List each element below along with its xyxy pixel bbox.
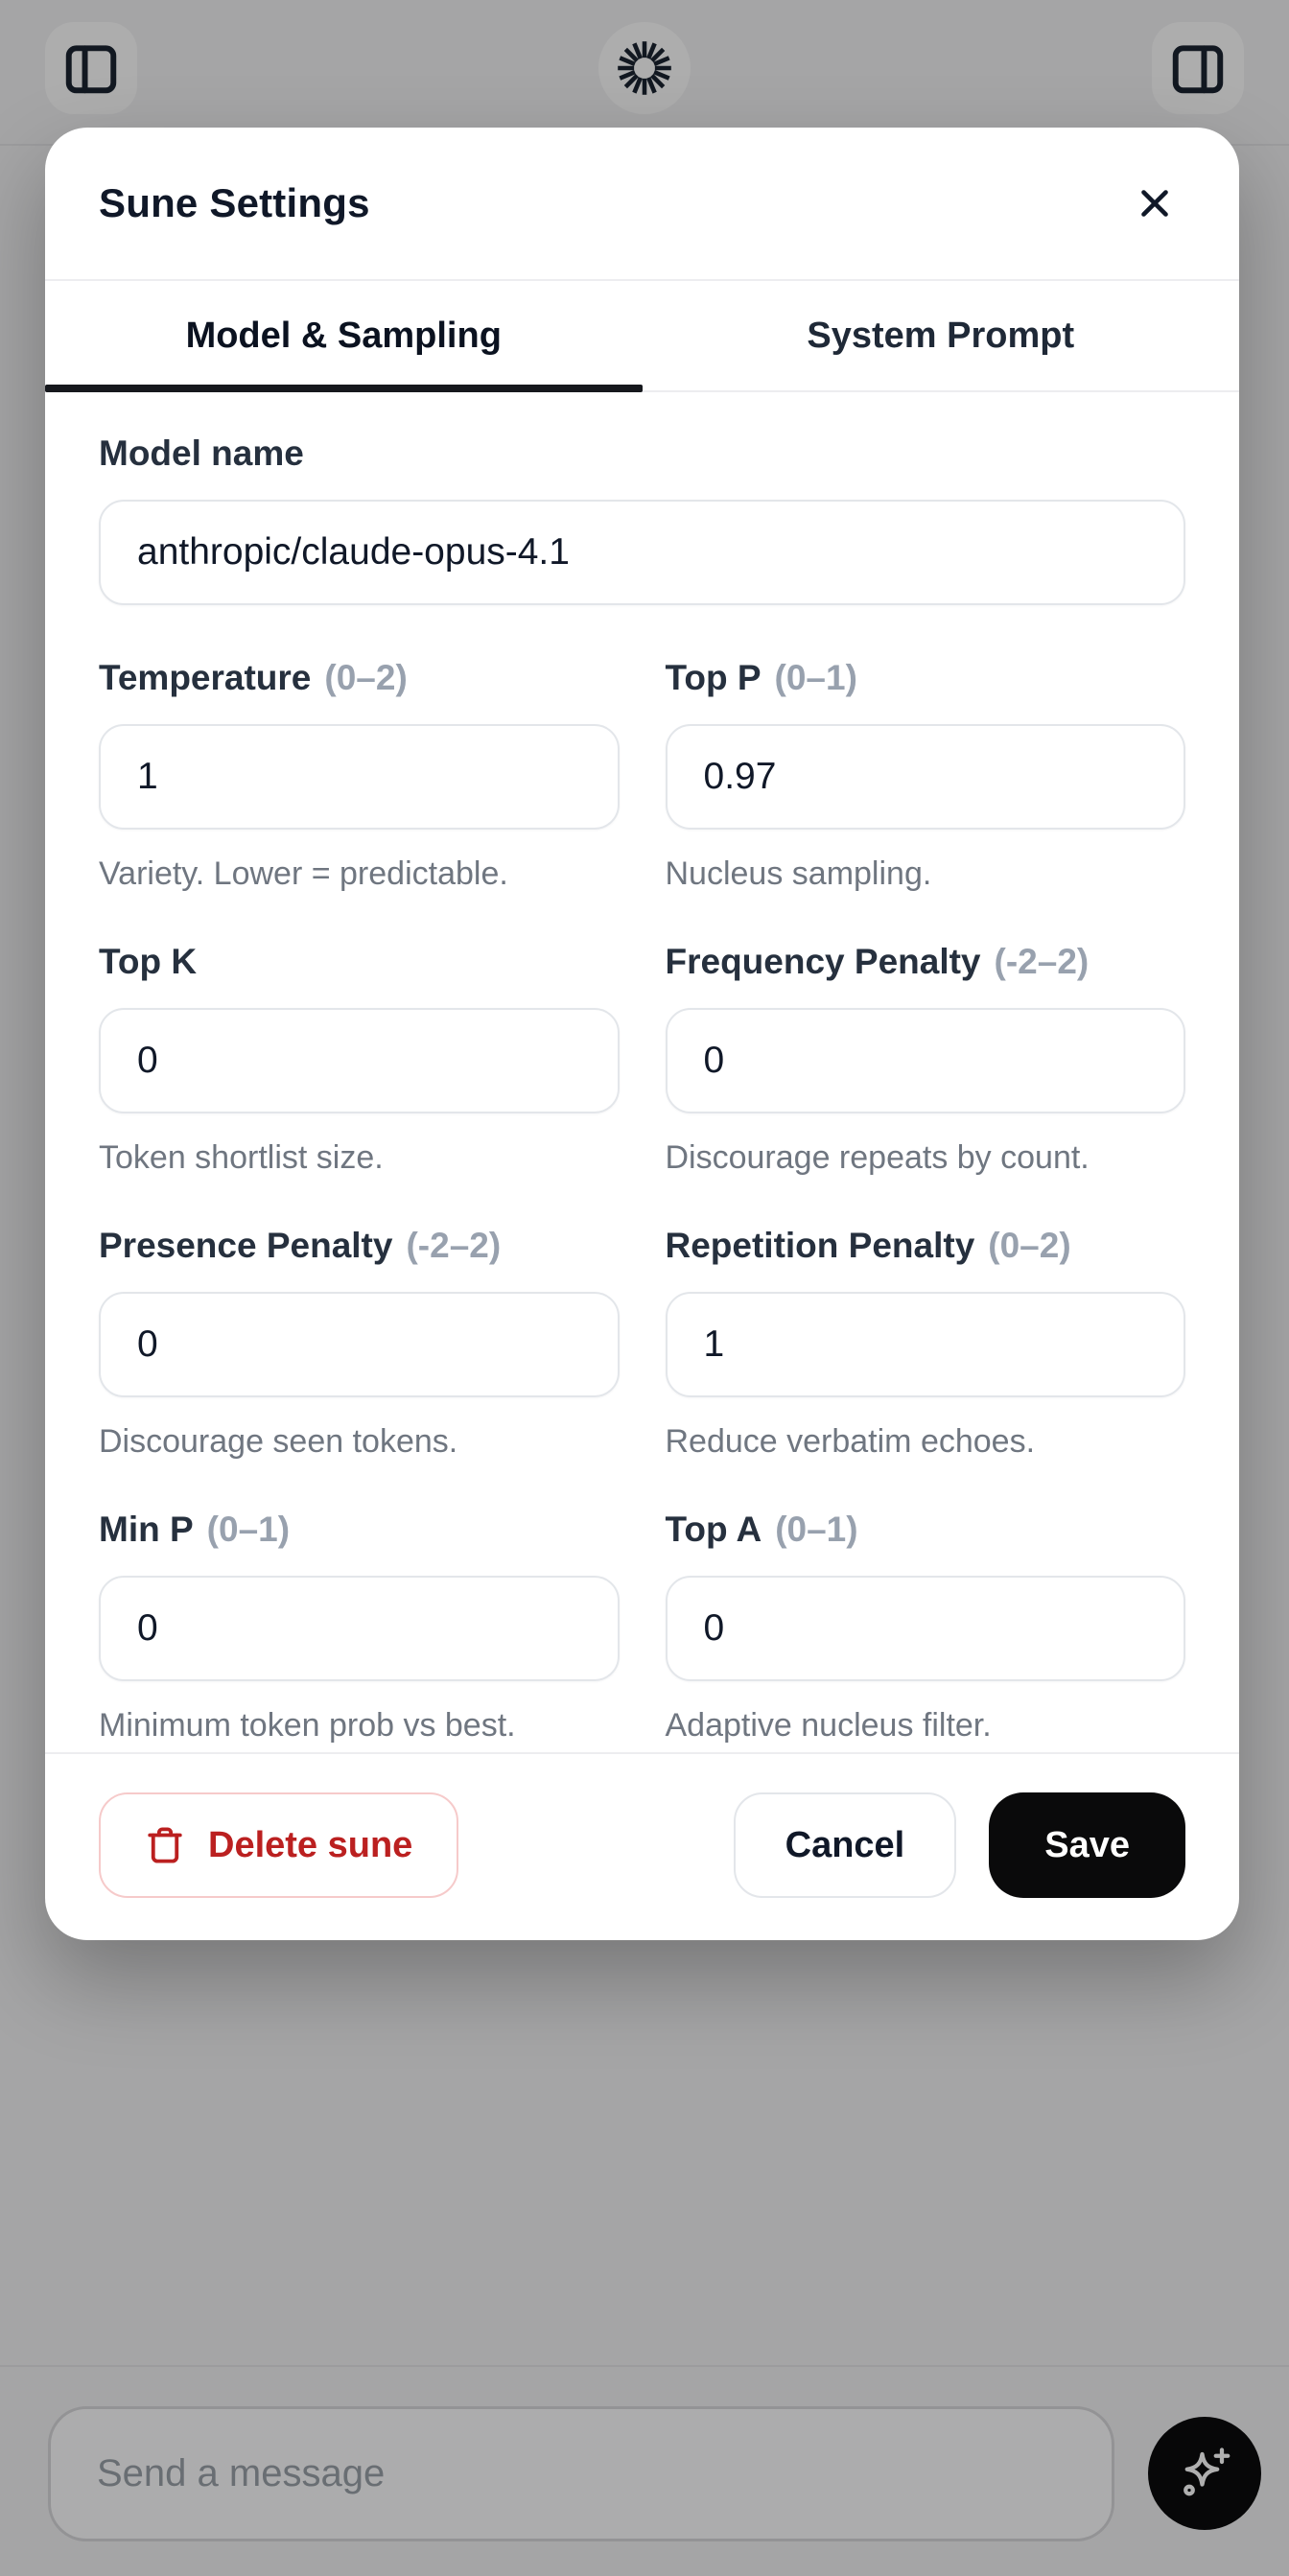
panel-left-icon <box>61 38 121 98</box>
home-logo-button[interactable] <box>598 22 691 114</box>
top-k-helper: Token shortlist size. <box>99 1139 384 1176</box>
top-p-field: Top P (0–1) Nucleus sampling. <box>665 655 1185 893</box>
settings-form: Model name Temperature (0–2) Variety. Lo… <box>45 392 1239 1752</box>
footer-actions: Cancel Save <box>733 1792 1185 1898</box>
model-name-label: Model name <box>99 433 304 473</box>
sparkle-icon <box>1176 2445 1233 2502</box>
repetition-penalty-range: (0–2) <box>988 1226 1071 1265</box>
frequency-penalty-helper: Discourage repeats by count. <box>665 1139 1090 1176</box>
repetition-penalty-label: Repetition Penalty <box>665 1226 975 1265</box>
temperature-input[interactable] <box>99 724 620 830</box>
close-button[interactable] <box>1124 173 1185 234</box>
modal-header: Sune Settings <box>45 128 1239 281</box>
top-p-label: Top P <box>665 658 762 697</box>
top-k-label: Top K <box>99 942 198 981</box>
frequency-penalty-range: (-2–2) <box>994 942 1090 981</box>
top-a-helper: Adaptive nucleus filter. <box>665 1707 992 1744</box>
app-topbar <box>0 0 1289 146</box>
top-p-input[interactable] <box>665 724 1185 830</box>
min-p-label: Min P <box>99 1510 194 1549</box>
top-k-input[interactable] <box>99 1008 620 1113</box>
close-icon <box>1133 181 1177 225</box>
temperature-range: (0–2) <box>324 658 408 697</box>
sampling-grid: Temperature (0–2) Variety. Lower = predi… <box>99 655 1185 1745</box>
panel-right-icon <box>1168 38 1228 98</box>
delete-sune-label: Delete sune <box>208 1824 413 1865</box>
top-p-range: (0–1) <box>774 658 857 697</box>
presence-penalty-input[interactable] <box>99 1292 620 1397</box>
min-p-helper: Minimum token prob vs best. <box>99 1707 516 1744</box>
frequency-penalty-field: Frequency Penalty (-2–2) Discourage repe… <box>665 939 1185 1177</box>
top-a-label: Top A <box>665 1510 762 1549</box>
min-p-input[interactable] <box>99 1576 620 1681</box>
message-input[interactable] <box>48 2406 1114 2541</box>
min-p-range: (0–1) <box>206 1510 291 1549</box>
repetition-penalty-field: Repetition Penalty (0–2) Reduce verbatim… <box>665 1223 1185 1461</box>
temperature-label: Temperature <box>99 658 312 697</box>
send-button[interactable] <box>1148 2417 1261 2530</box>
sidebar-right-toggle-button[interactable] <box>1152 22 1244 114</box>
presence-penalty-range: (-2–2) <box>406 1226 502 1265</box>
temperature-field: Temperature (0–2) Variety. Lower = predi… <box>99 655 620 893</box>
starburst-icon <box>617 40 672 96</box>
model-name-input[interactable] <box>99 500 1185 605</box>
model-name-field: Model name <box>99 431 1185 605</box>
top-p-helper: Nucleus sampling. <box>665 855 932 892</box>
trash-icon <box>145 1825 185 1865</box>
repetition-penalty-helper: Reduce verbatim echoes. <box>665 1423 1036 1460</box>
repetition-penalty-input[interactable] <box>665 1292 1185 1397</box>
top-a-field: Top A (0–1) Adaptive nucleus filter. <box>665 1507 1185 1745</box>
modal-footer: Delete sune Cancel Save <box>45 1752 1239 1940</box>
frequency-penalty-input[interactable] <box>665 1008 1185 1113</box>
presence-penalty-label: Presence Penalty <box>99 1226 393 1265</box>
top-k-field: Top K Token shortlist size. <box>99 939 620 1177</box>
settings-tabs: Model & Sampling System Prompt <box>45 281 1239 392</box>
top-a-range: (0–1) <box>775 1510 858 1549</box>
sidebar-left-toggle-button[interactable] <box>45 22 137 114</box>
tab-model-sampling[interactable]: Model & Sampling <box>45 281 643 392</box>
message-composer-bar <box>0 2365 1289 2576</box>
presence-penalty-field: Presence Penalty (-2–2) Discourage seen … <box>99 1223 620 1461</box>
presence-penalty-helper: Discourage seen tokens. <box>99 1423 458 1460</box>
modal-title: Sune Settings <box>99 180 370 225</box>
temperature-helper: Variety. Lower = predictable. <box>99 855 508 892</box>
sune-settings-modal: Sune Settings Model & Sampling System Pr… <box>45 128 1239 1940</box>
frequency-penalty-label: Frequency Penalty <box>665 942 981 981</box>
delete-sune-button[interactable]: Delete sune <box>99 1792 459 1898</box>
save-button[interactable]: Save <box>989 1792 1185 1898</box>
tab-system-prompt[interactable]: System Prompt <box>643 281 1240 390</box>
min-p-field: Min P (0–1) Minimum token prob vs best. <box>99 1507 620 1745</box>
cancel-button[interactable]: Cancel <box>733 1792 957 1898</box>
top-a-input[interactable] <box>665 1576 1185 1681</box>
